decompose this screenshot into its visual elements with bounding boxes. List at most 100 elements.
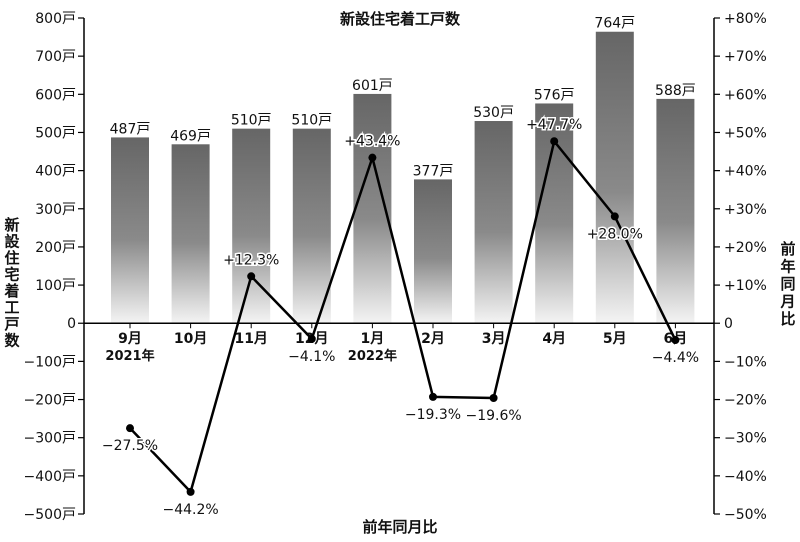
yoy-point-1 [126,424,134,433]
right-tick-label: +70% [724,49,767,65]
yoy-point-7 [489,394,498,403]
bar-value-label: 764戸 [594,16,635,32]
bar-9 [595,31,634,324]
left-axis-title-char: 宅 [4,266,19,284]
bar-value-label: 530戸 [473,105,514,121]
right-axis-title-group: 前年同月比 [779,240,795,328]
yoy-point-3 [247,272,256,281]
line-value-label: −19.3% [405,407,461,423]
category-year-label: 2021年 [105,348,154,364]
left-axis-title-char: 戸 [4,315,19,333]
bar-10 [656,98,695,324]
right-tick-label: 0 [724,316,733,332]
yoy-point-2 [186,487,195,496]
right-tick-label: +20% [724,240,767,256]
right-axis-title-char: 同 [780,275,795,293]
line-value-label: +28.0% [587,226,643,242]
line-value-label: −44.2% [162,502,218,518]
right-tick-label: +60% [724,87,767,103]
right-tick-label: +30% [724,202,767,218]
line-value-label: −27.5% [102,438,158,454]
line-value-label: −19.6% [465,408,521,424]
right-tick-label: −10% [724,354,767,370]
left-tick-label: 400戸 [35,164,76,180]
left-axis-title-char: 新 [4,216,19,234]
left-tick-label: 500戸 [35,125,76,141]
category-label: 9月 [118,331,142,347]
yoy-point-9 [610,212,619,221]
left-axis-title-group: 新設住宅着工戸数 [3,216,20,350]
category-year-label: 2022年 [348,348,397,364]
right-tick-label: −30% [724,431,767,447]
x-axis-label: 前年同月比 [362,518,437,536]
bar-8 [535,103,574,324]
yoy-line [129,139,677,494]
left-axis-title-char: 数 [4,332,20,350]
right-tick-label: −50% [724,507,767,523]
left-axis-title: 新設住宅着工戸数 [3,216,20,350]
left-tick-label: 300戸 [35,202,76,218]
category-label: 4月 [542,331,566,347]
category-label: 2月 [421,331,445,347]
yoy-point-5 [368,153,377,162]
right-tick-label: −40% [724,469,767,485]
left-tick-label: 0 [67,316,76,332]
bar-value-label: 576戸 [534,87,575,103]
bar-value-label: 487戸 [110,121,151,137]
line-value-label: +43.4% [344,134,400,150]
left-axis-title-char: 設 [4,233,20,251]
right-tick-label: +80% [724,11,767,27]
axes-layer: 800戸 700戸 600戸 500戸 400戸 300戸 200戸 100戸 0 −100戸 −2… [24,11,767,523]
left-axis-title-char: 工 [4,299,19,317]
yoy-point-6 [429,392,437,401]
line-value-label: +47.7% [526,117,582,133]
line-value-label: −4.1% [288,349,335,365]
line-value-label: +12.3% [223,252,279,268]
bar-value-label: 588戸 [655,83,696,99]
left-tick-label: 600戸 [35,87,76,103]
left-tick-label: −400戸 [24,469,76,485]
bar-1 [111,137,149,324]
labels-layer: 487戸 469戸 510戸 510戸 601戸 377戸 530戸 576戸 764戸 588戸… [100,16,700,520]
line-layer [126,137,680,496]
bar-3 [232,128,271,324]
category-label: 10月 [174,331,207,347]
chart-title: 新設住宅着工戸数 [340,10,461,28]
right-tick-label: +40% [724,164,767,180]
bars-layer [111,31,695,324]
yoy-point-4 [307,334,316,343]
left-axis-title-char: 着 [3,282,19,300]
bar-value-label: 510戸 [291,113,332,129]
left-axis-title-char: 住 [4,249,19,267]
category-label: 5月 [603,331,627,347]
bar-value-label: 377戸 [413,163,454,179]
right-axis-title-char: 年 [780,258,795,276]
bar-4 [292,128,331,324]
left-tick-label: 200戸 [35,240,76,256]
yoy-point-10 [671,336,680,345]
left-tick-label: −500戸 [24,507,76,523]
category-label: 3月 [482,331,506,347]
bar-6 [414,179,452,324]
left-tick-label: −300戸 [24,431,76,447]
right-tick-label: +50% [724,125,767,141]
bar-value-label: 601戸 [352,78,393,94]
right-axis-title-char: 比 [780,310,795,328]
right-axis-title-char: 前 [780,240,795,258]
right-axis-title: 前年同月比 [779,240,795,328]
left-tick-label: −200戸 [24,393,76,409]
right-tick-label: +10% [724,278,767,294]
category-label: 11月 [234,331,267,347]
bar-value-label: 469戸 [170,128,211,144]
category-label: 1月 [361,331,385,347]
left-tick-label: 700戸 [35,49,76,65]
left-tick-label: 800戸 [35,11,76,27]
line-value-label: −4.4% [652,350,699,366]
bar-2 [171,144,210,324]
bar-value-label: 510戸 [231,113,272,129]
left-tick-label: 100戸 [35,278,76,294]
right-tick-label: −20% [724,393,767,409]
yoy-point-8 [550,137,559,146]
left-tick-label: −100戸 [24,354,76,370]
